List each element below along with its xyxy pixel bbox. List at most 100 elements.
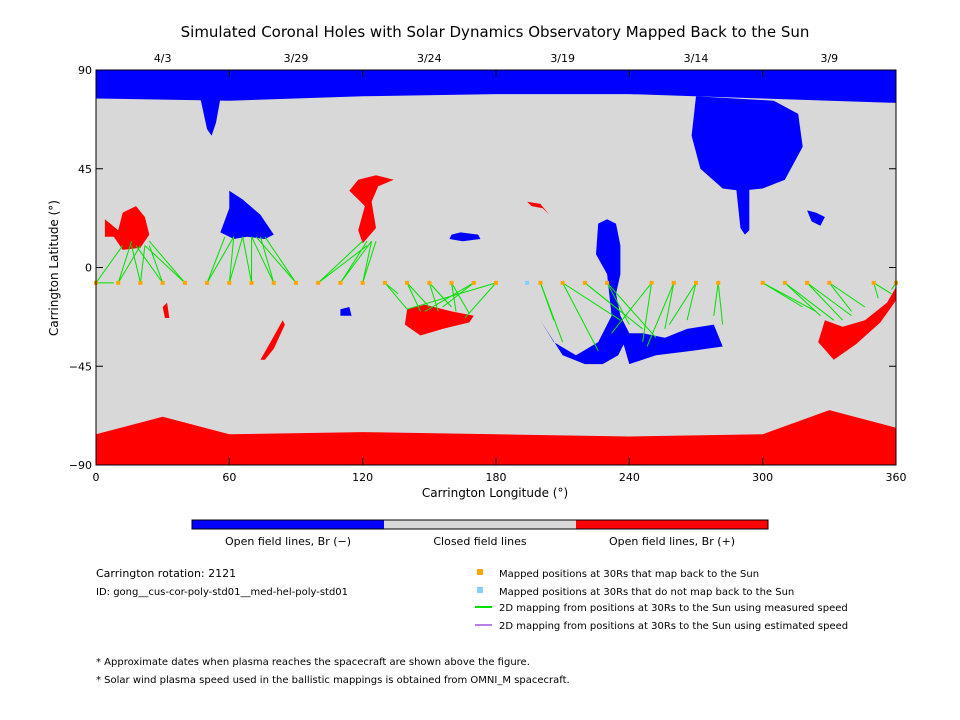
unmapped-point-0 (525, 280, 530, 285)
positive-coronal-hole-17 (162, 302, 170, 318)
mapped-point-2 (138, 280, 143, 285)
colorbar: Open field lines, Br (−) Closed field li… (191, 519, 769, 548)
mapped-point-30 (827, 280, 832, 285)
mapping-line-27-1 (762, 282, 817, 312)
x-tick-label-0: 0 (93, 471, 100, 484)
mapped-point-27 (760, 280, 765, 285)
colorbar-label-positive: Open field lines, Br (+) (609, 535, 735, 548)
mapping-line-29-1 (806, 282, 852, 317)
mapping-line-9-1 (264, 236, 297, 284)
mapping-line-22-0 (606, 282, 630, 325)
note-dates: * Approximate dates when plasma reaches … (96, 657, 530, 668)
mapping-line-31-1 (873, 282, 892, 295)
mapping-line-10-0 (317, 240, 364, 284)
mapping-line-2-1 (139, 245, 146, 283)
top-date-label-4: 3/14 (684, 52, 709, 65)
negative-coronal-hole-8 (620, 324, 723, 365)
mapped-point-26 (716, 280, 721, 285)
legend-label-mapped: Mapped positions at 30Rs that map back t… (499, 569, 759, 580)
colorbar-negative (192, 520, 384, 529)
mapped-point-15 (427, 280, 432, 285)
mapping-line-11-0 (340, 240, 368, 284)
y-axis: 90 45 0 −45 −90 (69, 64, 896, 472)
mapping-line-9-0 (255, 236, 297, 284)
x-tick-label-3: 180 (486, 471, 507, 484)
negative-coronal-hole-7 (540, 219, 630, 365)
mapping-line-31-0 (873, 282, 879, 299)
mapping-line-1-1 (117, 245, 141, 284)
mapped-point-24 (671, 280, 676, 285)
mapping-line-0-1 (95, 245, 124, 284)
mapped-point-3 (160, 280, 165, 285)
mapping-line-23-1 (642, 282, 653, 343)
mapping-line-14-1 (406, 282, 430, 308)
negative-coronal-hole-1 (200, 98, 221, 136)
mapped-point-23 (649, 280, 654, 285)
y-tick-label-1: 45 (78, 163, 92, 176)
mapped-point-18 (494, 280, 498, 285)
top-date-label-0: 4/3 (154, 52, 172, 65)
mapped-point-22 (605, 280, 610, 285)
mapping-line-14-0 (406, 282, 421, 312)
mapped-point-9 (294, 280, 298, 285)
mapped-point-13 (382, 280, 387, 285)
mapped-point-25 (694, 280, 698, 285)
mapping-lines (95, 236, 897, 352)
mapped-point-1 (116, 280, 121, 285)
legend-label-estimated: 2D mapping from positions at 30Rs to the… (499, 621, 848, 632)
mapping-line-6-1 (228, 236, 244, 284)
mapping-line-6-0 (228, 236, 235, 283)
mapped-point-8 (271, 280, 276, 285)
mapped-point-14 (405, 280, 410, 285)
negative-coronal-hole-3 (736, 186, 750, 235)
colorbar-frame (191, 519, 769, 530)
x-tick-label-2: 120 (352, 471, 373, 484)
mapping-line-30-1 (829, 282, 866, 308)
plot-area (94, 69, 898, 466)
x-tick-label-6: 360 (886, 471, 907, 484)
mapping-line-28-0 (784, 282, 821, 317)
negative-coronal-hole-4 (220, 190, 274, 239)
mapping-line-16-1 (451, 282, 470, 314)
mapping-line-8-0 (251, 236, 275, 284)
colorbar-positive (576, 520, 768, 529)
mapping-line-13-1 (384, 282, 408, 310)
mapping-line-30-0 (828, 282, 852, 312)
x-axis: 0 60 120 180 240 300 360 (93, 70, 907, 484)
mapping-line-23-0 (611, 282, 652, 334)
note-speed: * Solar wind plasma speed used in the ba… (96, 675, 570, 686)
mapping-line-10-1 (317, 245, 368, 284)
mapping-line-18-0 (406, 282, 497, 310)
mapping-line-12-1 (362, 241, 377, 284)
mapped-point-12 (360, 280, 365, 285)
positive-coronal-hole-10 (96, 410, 896, 465)
mapping-line-4-0 (144, 245, 186, 284)
top-date-label-5: 3/9 (820, 52, 838, 65)
x-tick-label-4: 240 (619, 471, 640, 484)
chart-title: Simulated Coronal Holes with Solar Dynam… (181, 23, 810, 41)
positive-coronal-hole-13 (404, 304, 474, 336)
negative-coronal-hole-9 (340, 307, 352, 316)
mapping-line-26-1 (717, 282, 724, 325)
colorbar-label-closed: Closed field lines (433, 535, 527, 548)
mapping-line-18-1 (464, 282, 497, 319)
mapping-line-20-0 (562, 282, 599, 352)
colorbar-closed (384, 520, 576, 529)
positive-coronal-hole-11 (104, 206, 150, 250)
top-date-label-1: 3/29 (284, 52, 309, 65)
legend-label-unmapped: Mapped positions at 30Rs that do not map… (499, 587, 794, 598)
mapped-point-10 (316, 280, 321, 285)
mapping-line-12-0 (362, 241, 373, 283)
mapped-point-29 (805, 280, 810, 285)
x-tick-label-5: 300 (752, 471, 773, 484)
negative-coronal-hole-0 (96, 70, 896, 103)
y-tick-label-0: 90 (78, 64, 92, 77)
x-tick-label-1: 60 (222, 471, 236, 484)
positive-coronal-hole-14 (818, 287, 896, 360)
mapped-point-17 (471, 280, 476, 285)
top-date-label-3: 3/19 (550, 52, 575, 65)
mapping-line-29-0 (806, 282, 844, 321)
mapping-line-20-1 (562, 282, 621, 321)
mapping-line-19-1 (539, 282, 564, 343)
